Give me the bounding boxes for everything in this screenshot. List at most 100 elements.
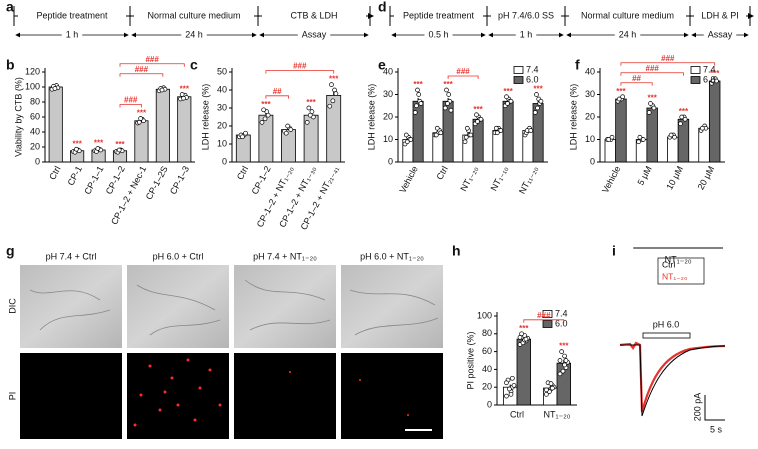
data-point (544, 391, 549, 397)
comparison-bracket (620, 72, 684, 76)
legend-label: 6.0 (526, 74, 539, 84)
y-tick-label: 50 (217, 66, 227, 76)
significance: *** (473, 105, 483, 114)
y-tick-label: 0 (487, 399, 492, 409)
comparison-label: ### (145, 55, 159, 64)
panel-label: i (612, 243, 616, 259)
x-tick-label: 10 μM (664, 164, 685, 191)
timeline-step: Peptide treatment (403, 10, 475, 20)
data-point (672, 134, 677, 140)
y-tick-label: 10 (585, 134, 595, 144)
data-point (508, 98, 514, 104)
y-tick-label: 0 (35, 156, 40, 166)
data-point (444, 87, 449, 93)
comparison-bracket (447, 75, 479, 79)
data-point (609, 134, 615, 140)
duration: 0.5 h (428, 29, 448, 39)
data-point (562, 353, 567, 359)
data-point (532, 110, 538, 115)
legend-label: 7.4 (703, 64, 716, 74)
bar (235, 134, 251, 163)
duration-bg (297, 29, 331, 41)
data-point (563, 358, 569, 363)
data-point (557, 371, 563, 377)
panel-label: h (452, 243, 461, 259)
trace-legend-box (657, 257, 705, 285)
significance: *** (616, 87, 626, 96)
legend-swatch (690, 76, 701, 84)
data-point (408, 137, 414, 142)
significance: *** (72, 139, 82, 148)
scale-y-label: 200 pA (692, 393, 702, 422)
y-tick-label: 0 (388, 156, 393, 166)
data-point (616, 96, 622, 102)
data-point (538, 98, 544, 104)
y-axis-label: LDH release (%) (200, 84, 210, 151)
comparison-label: ### (124, 96, 138, 105)
bar (615, 98, 627, 163)
significance: *** (443, 80, 453, 89)
legend-swatch (513, 76, 524, 84)
data-point (475, 119, 480, 124)
comparison-bracket (620, 62, 716, 66)
data-point (562, 362, 567, 368)
y-tick-label: 100 (25, 81, 40, 91)
duration-bg (703, 29, 737, 41)
image-column-label: pH 7.4 + Ctrl (46, 251, 97, 261)
comparison-label: ### (135, 65, 149, 74)
stimulus-label: pH 6.0 (653, 319, 680, 329)
data-point (243, 130, 248, 136)
y-tick-label: 20 (482, 382, 492, 392)
data-point (433, 132, 439, 138)
data-point (507, 386, 512, 392)
stimulus-bar (642, 332, 691, 339)
data-point (240, 134, 245, 140)
data-point (442, 105, 448, 111)
pi-image (234, 353, 336, 439)
y-tick-label: 20 (30, 141, 40, 151)
panel-label: f (575, 57, 580, 73)
data-point (523, 336, 529, 342)
data-point (678, 121, 683, 127)
comparison-bracket (119, 73, 164, 77)
comparison-bracket (620, 82, 653, 86)
data-point (412, 110, 418, 115)
y-tick-label: 20 (383, 111, 393, 121)
bar (281, 129, 296, 163)
data-point (700, 125, 705, 131)
data-point (557, 358, 563, 363)
data-point (438, 130, 444, 136)
data-point (478, 116, 484, 122)
image-column-label: pH 6.0 + NT₁₋₂₀ (360, 251, 424, 261)
data-point (138, 116, 143, 121)
image-row-label: PI (7, 392, 17, 401)
y-tick-label: 40 (217, 84, 227, 94)
panel-label: d (378, 0, 387, 15)
y-tick-label: 60 (30, 111, 40, 121)
data-point (517, 335, 523, 340)
legend-label: 7.4 (555, 308, 568, 318)
significance: *** (559, 342, 569, 351)
data-point (679, 114, 685, 120)
comparison-label: ### (293, 62, 307, 71)
duration: 1 h (66, 29, 79, 39)
data-point (434, 125, 440, 131)
data-point (181, 95, 186, 101)
data-point (265, 112, 271, 118)
comparison-label: ## (273, 87, 282, 96)
x-tick-label: NT₁₁₋₂₀ (517, 164, 540, 195)
bar (516, 338, 532, 406)
pi-dots (133, 358, 409, 427)
dic-image (20, 265, 122, 348)
bar (155, 88, 170, 163)
y-tick-label: 20 (585, 111, 595, 121)
comparison-bracket (265, 95, 289, 99)
data-point (159, 87, 165, 93)
data-point (535, 105, 540, 111)
y-tick-label: 120 (25, 66, 40, 76)
trace-legend-label: Ctrl (662, 259, 675, 269)
x-tick-label: CP-1–2 (104, 164, 127, 196)
duration-bg (515, 29, 537, 41)
data-point (330, 98, 336, 104)
